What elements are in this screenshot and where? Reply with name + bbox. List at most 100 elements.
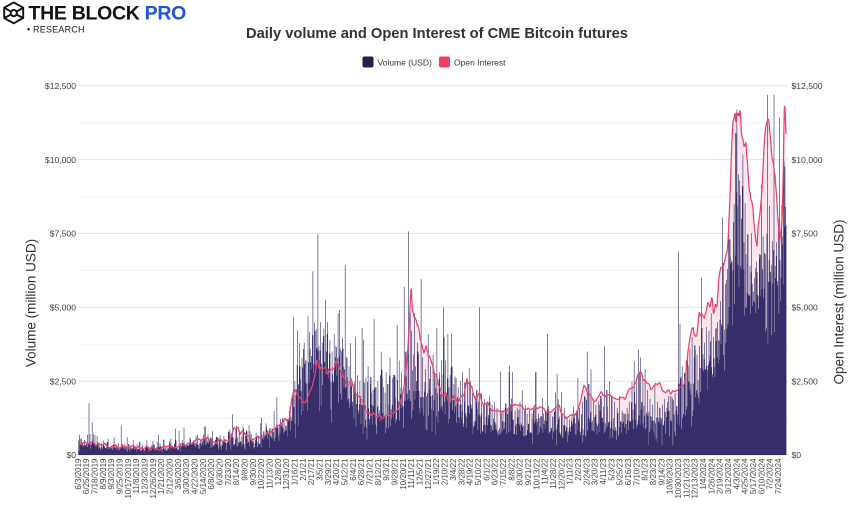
svg-text:2/17/21: 2/17/21 [307, 458, 316, 485]
svg-text:6/1/22: 6/1/22 [482, 458, 491, 481]
svg-text:3/30/2020: 3/30/2020 [182, 458, 191, 494]
svg-text:8/30/22: 8/30/22 [516, 458, 525, 485]
svg-text:10/22/20: 10/22/20 [257, 458, 266, 490]
svg-text:11/4/22: 11/4/22 [541, 458, 550, 485]
svg-text:2/10/22: 2/10/22 [441, 458, 450, 485]
svg-text:6/3/2019: 6/3/2019 [74, 458, 83, 490]
svg-text:$2,500: $2,500 [50, 376, 77, 386]
svg-text:3/12/2024: 3/12/2024 [724, 458, 733, 494]
svg-text:6/25/2019: 6/25/2019 [82, 458, 91, 494]
svg-text:$5,000: $5,000 [50, 303, 77, 313]
svg-text:2/1/21: 2/1/21 [299, 458, 308, 481]
svg-text:5/12/21: 5/12/21 [341, 458, 350, 485]
svg-text:Open Interest: Open Interest [454, 58, 506, 68]
svg-text:5/10/22: 5/10/22 [474, 458, 483, 485]
svg-text:12/31/20: 12/31/20 [282, 458, 291, 490]
svg-text:3/5/21: 3/5/21 [316, 458, 325, 481]
svg-text:8/23/23: 8/23/23 [649, 458, 658, 485]
svg-text:$7,500: $7,500 [792, 229, 819, 239]
svg-text:10/6/2023: 10/6/2023 [666, 458, 675, 494]
svg-text:9/21/22: 9/21/22 [524, 458, 533, 485]
svg-text:6/4/21: 6/4/21 [349, 458, 358, 481]
svg-text:• RESEARCH: • RESEARCH [27, 25, 85, 35]
svg-text:3/28/22: 3/28/22 [457, 458, 466, 485]
svg-text:12/3/2019: 12/3/2019 [141, 458, 150, 494]
svg-text:5/14/2020: 5/14/2020 [199, 458, 208, 494]
svg-text:$0: $0 [66, 450, 76, 460]
svg-text:4/11/23: 4/11/23 [599, 458, 608, 485]
svg-text:1/19/22: 1/19/22 [432, 458, 441, 485]
svg-text:10/13/22: 10/13/22 [532, 458, 541, 490]
svg-text:11/13/20: 11/13/20 [266, 458, 275, 489]
svg-text:7/2/2024: 7/2/2024 [766, 458, 775, 490]
svg-text:Daily volume and Open Interest: Daily volume and Open Interest of CME Bi… [246, 26, 628, 42]
svg-text:3/29/21: 3/29/21 [324, 458, 333, 485]
svg-text:3/6/2020: 3/6/2020 [174, 458, 183, 490]
svg-text:7/10/23: 7/10/23 [632, 458, 641, 485]
svg-text:12/8/20: 12/8/20 [274, 458, 283, 485]
svg-text:8/8/22: 8/8/22 [507, 458, 516, 481]
svg-text:7/24/2024: 7/24/2024 [774, 458, 783, 494]
svg-text:6/30/20: 6/30/20 [216, 458, 225, 485]
svg-text:4/3/2024: 4/3/2024 [732, 458, 741, 490]
svg-text:6/23/22: 6/23/22 [491, 458, 500, 485]
svg-text:1/16/21: 1/16/21 [291, 458, 300, 485]
svg-text:$10,000: $10,000 [45, 155, 76, 165]
svg-text:1/11/23: 1/11/23 [566, 458, 575, 485]
svg-text:7/18/2019: 7/18/2019 [91, 458, 100, 494]
svg-text:9/3/21: 9/3/21 [382, 458, 391, 481]
svg-text:12/13/2023: 12/13/2023 [691, 458, 700, 499]
svg-text:$12,500: $12,500 [45, 81, 76, 91]
svg-text:6/10/2024: 6/10/2024 [757, 458, 766, 494]
svg-text:6/8/2020: 6/8/2020 [207, 458, 216, 490]
svg-text:5/3/23: 5/3/23 [607, 458, 616, 481]
svg-text:12/20/22: 12/20/22 [557, 458, 566, 490]
svg-text:$10,000: $10,000 [792, 155, 823, 165]
svg-text:10/17/2019: 10/17/2019 [124, 458, 133, 499]
svg-text:THE BLOCK PRO: THE BLOCK PRO [29, 3, 187, 25]
svg-text:Volume (USD): Volume (USD) [378, 58, 432, 68]
svg-text:7/21/21: 7/21/21 [366, 458, 375, 485]
svg-text:9/25/2019: 9/25/2019 [116, 458, 125, 494]
svg-text:11/11/21: 11/11/21 [407, 458, 416, 489]
svg-text:$7,500: $7,500 [50, 229, 77, 239]
svg-text:1/21/2020: 1/21/2020 [157, 458, 166, 494]
svg-text:9/30/20: 9/30/20 [249, 458, 258, 485]
svg-text:8/12/21: 8/12/21 [374, 458, 383, 485]
svg-text:$0: $0 [792, 450, 802, 460]
svg-text:Open Interest (million USD): Open Interest (million USD) [832, 219, 847, 384]
svg-text:10/20/21: 10/20/21 [399, 458, 408, 490]
svg-text:2/12/2020: 2/12/2020 [166, 458, 175, 494]
svg-text:9/28/21: 9/28/21 [391, 458, 400, 485]
svg-text:8/14/20: 8/14/20 [232, 458, 241, 485]
svg-text:$2,500: $2,500 [792, 376, 819, 386]
svg-text:$12,500: $12,500 [792, 81, 823, 91]
svg-text:1/4/2024: 1/4/2024 [699, 458, 708, 490]
svg-text:Volume (million USD): Volume (million USD) [24, 239, 39, 367]
svg-text:3/4/22: 3/4/22 [449, 458, 458, 481]
svg-text:9/8/20: 9/8/20 [241, 458, 250, 481]
svg-text:5/17/2024: 5/17/2024 [749, 458, 758, 494]
svg-text:2/19/2024: 2/19/2024 [716, 458, 725, 494]
svg-text:2/24/23: 2/24/23 [582, 458, 591, 485]
svg-text:5/25/23: 5/25/23 [616, 458, 625, 485]
svg-text:4/20/21: 4/20/21 [332, 458, 341, 485]
svg-text:3/20/23: 3/20/23 [591, 458, 600, 485]
svg-text:8/9/2019: 8/9/2019 [99, 458, 108, 490]
svg-text:11/8/2019: 11/8/2019 [132, 458, 141, 494]
svg-text:7/23/20: 7/23/20 [224, 458, 233, 485]
svg-text:11/21/2023: 11/21/2023 [682, 458, 691, 498]
svg-text:1/26/2024: 1/26/2024 [707, 458, 716, 494]
svg-text:12/26/2019: 12/26/2019 [149, 458, 158, 499]
svg-text:12/27/21: 12/27/21 [424, 458, 433, 490]
svg-text:8/1/23: 8/1/23 [641, 458, 650, 481]
svg-text:7/15/22: 7/15/22 [499, 458, 508, 485]
svg-text:12/5/21: 12/5/21 [416, 458, 425, 485]
svg-text:6/16/23: 6/16/23 [624, 458, 633, 485]
svg-text:11/28/22: 11/28/22 [549, 458, 558, 489]
svg-text:10/30/2023: 10/30/2023 [674, 458, 683, 499]
svg-text:4/25/2024: 4/25/2024 [741, 458, 750, 494]
svg-text:9/3/2019: 9/3/2019 [107, 458, 116, 490]
svg-text:4/19/22: 4/19/22 [466, 458, 475, 485]
svg-text:2/2/23: 2/2/23 [574, 458, 583, 481]
